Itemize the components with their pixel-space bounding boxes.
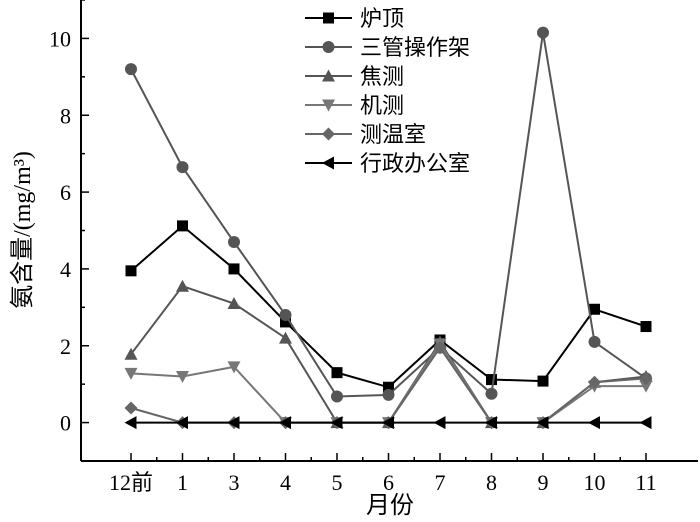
legend-item: 行政办公室 xyxy=(305,151,470,176)
data-point xyxy=(640,321,652,333)
legend-item: 三管操作架 xyxy=(305,35,470,60)
data-point xyxy=(536,416,549,430)
data-point xyxy=(125,265,137,277)
data-point xyxy=(280,316,291,328)
data-point xyxy=(589,303,600,315)
axes: 0 2 4 6 8 10 12前 1 3 4 5 6 7 8 9 10 11 xyxy=(49,0,698,495)
data-point xyxy=(331,367,343,379)
data-point xyxy=(382,388,395,401)
data-point xyxy=(537,375,549,387)
x-axis-title: 月份 xyxy=(366,492,414,519)
data-point xyxy=(639,416,652,430)
legend-label: 测温室 xyxy=(360,122,426,147)
series-1 xyxy=(125,220,652,393)
data-point xyxy=(279,309,292,322)
data-point xyxy=(228,263,240,275)
y-tick-label: 8 xyxy=(60,103,71,128)
data-point xyxy=(588,335,601,348)
data-point xyxy=(639,371,653,385)
legend-marker xyxy=(322,41,335,53)
legend-item: 机测 xyxy=(305,93,404,118)
x-tick-label: 7 xyxy=(435,470,446,495)
data-point xyxy=(227,296,241,309)
data-point xyxy=(124,416,137,430)
data-point xyxy=(588,416,600,430)
data-point xyxy=(124,401,138,415)
legend-label: 炉顶 xyxy=(360,6,404,31)
data-point xyxy=(227,361,241,374)
x-tick-label: 4 xyxy=(280,470,291,495)
data-point xyxy=(486,374,497,386)
y-tick-label: 6 xyxy=(60,180,71,205)
data-point xyxy=(228,236,240,249)
data-point xyxy=(124,367,138,380)
data-point xyxy=(176,416,188,430)
data-point xyxy=(433,416,446,430)
series-6 xyxy=(124,416,652,430)
legend-label: 焦测 xyxy=(360,64,404,89)
legend-label: 机测 xyxy=(360,93,404,118)
data-point xyxy=(383,381,394,393)
data-point xyxy=(124,347,138,360)
legend-item: 炉顶 xyxy=(305,6,404,31)
data-point xyxy=(382,416,394,430)
legend-item: 测温室 xyxy=(305,122,426,147)
data-point xyxy=(177,220,188,232)
y-tick-label: 10 xyxy=(49,26,71,51)
legend-marker xyxy=(322,127,335,141)
x-tick-label: 9 xyxy=(538,470,549,495)
data-point xyxy=(176,161,189,174)
legend-marker xyxy=(322,69,335,82)
data-point xyxy=(227,416,240,430)
x-tick-label: 5 xyxy=(332,470,343,495)
y-axis-title: 氨含量/(mg/m³) xyxy=(9,151,36,309)
data-point xyxy=(176,370,189,383)
series-line xyxy=(130,224,647,389)
x-tick-label: 11 xyxy=(635,470,656,495)
data-point xyxy=(125,63,137,76)
series-layer xyxy=(124,26,653,430)
data-point xyxy=(485,416,497,430)
series-3 xyxy=(124,279,653,429)
data-point xyxy=(537,26,549,39)
x-tick-label: 6 xyxy=(383,470,394,495)
legend-item: 焦测 xyxy=(305,64,404,89)
y-tick-label: 0 xyxy=(60,411,71,436)
data-point xyxy=(279,416,291,430)
x-tick-label: 8 xyxy=(486,470,497,495)
legend-label: 三管操作架 xyxy=(360,35,470,60)
x-tick-label: 3 xyxy=(229,470,240,495)
data-point xyxy=(588,375,601,389)
legend-marker xyxy=(322,156,334,170)
data-point xyxy=(330,416,343,430)
x-tick-label: 1 xyxy=(177,470,188,495)
y-tick-label: 2 xyxy=(60,334,71,359)
x-tick-label: 10 xyxy=(584,470,606,495)
y-tick-label: 4 xyxy=(60,257,71,282)
legend-label: 行政办公室 xyxy=(360,151,470,176)
x-tick-label: 12前 xyxy=(109,470,153,495)
data-point xyxy=(279,331,292,344)
data-point xyxy=(433,341,447,355)
data-point xyxy=(176,279,189,292)
data-point xyxy=(639,380,653,393)
data-point xyxy=(331,390,343,403)
legend-marker xyxy=(323,12,334,24)
data-point xyxy=(485,387,498,400)
legend-marker xyxy=(322,99,335,112)
